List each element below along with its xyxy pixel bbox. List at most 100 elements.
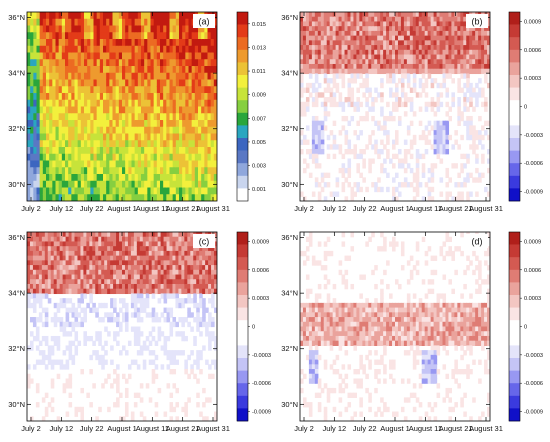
colorbar-label-d-2: 0.0003 xyxy=(524,296,541,302)
colorbar-segment-d-11 xyxy=(509,370,520,384)
colorbar-segment-d-5 xyxy=(509,295,520,308)
colorbar-label-d-3: 0 xyxy=(524,325,527,331)
x-tick-label-b-0: July 2 xyxy=(294,204,314,213)
x-tick-label-c-5: August 21 xyxy=(166,424,200,433)
colorbar-segment-c-12 xyxy=(237,383,248,397)
colorbar-segment-d-1 xyxy=(509,244,520,258)
colorbar-segment-d-9 xyxy=(509,345,520,359)
colorbar-segment-c-1 xyxy=(237,244,248,258)
colorbar-label-a-4: 0.007 xyxy=(252,116,266,122)
x-tick-label-d-4: August 11 xyxy=(409,424,442,433)
x-tick-label-a-3: August 1 xyxy=(107,204,137,213)
colorbar-segment-b-11 xyxy=(509,150,520,164)
colorbar-segment-b-2 xyxy=(509,37,520,51)
colorbar-segment-a-12 xyxy=(237,163,248,177)
colorbar-label-a-2: 0.011 xyxy=(252,69,266,75)
y-tick-label-a-1: 32°N xyxy=(8,124,25,133)
y-tick-label-d-0: 30°N xyxy=(281,400,298,409)
colorbar-segment-c-11 xyxy=(237,370,248,384)
y-tick-label-a-2: 34°N xyxy=(8,69,25,78)
colorbar-segment-b-12 xyxy=(509,163,520,177)
x-tick-label-a-0: July 2 xyxy=(21,204,41,213)
colorbar-segment-a-13 xyxy=(237,175,248,189)
x-tick-label-d-1: July 12 xyxy=(322,424,346,433)
x-tick-label-a-2: July 22 xyxy=(80,204,104,213)
colorbar-segment-d-8 xyxy=(509,332,520,346)
x-tick-label-c-3: August 1 xyxy=(107,424,137,433)
colorbar-segment-b-0 xyxy=(509,12,520,25)
colorbar-a: 0.015 0.013 0.011 0.009 0.007 0.005 0.003 0.001 xyxy=(236,11,266,202)
colorbar-segment-b-3 xyxy=(509,49,520,63)
colorbar-b: 0.0009 0.0006 0.0003 0 -0.0003 -0.0006 -0.0009 xyxy=(508,11,543,202)
colorbar-segment-a-14 xyxy=(237,188,248,202)
colorbar-label-a-6: 0.003 xyxy=(252,164,266,170)
panel-label-box-d xyxy=(466,234,488,248)
colorbar-segment-c-9 xyxy=(237,345,248,359)
colorbar-label-a-7: 0.001 xyxy=(252,187,266,193)
panel-label-box-c xyxy=(193,234,215,248)
panel-label-box-b xyxy=(466,14,488,28)
y-tick-label-c-1: 32°N xyxy=(8,344,25,353)
colorbar-segment-c-10 xyxy=(237,358,248,371)
colorbar-segment-d-14 xyxy=(509,408,520,422)
colorbar-c: 0.0009 0.0006 0.0003 0 -0.0003 -0.0006 -0.0009 xyxy=(236,231,271,422)
colorbar-label-c-0: 0.0009 xyxy=(252,239,269,245)
colorbar-label-c-6: -0.0009 xyxy=(252,410,271,416)
colorbar-segment-a-2 xyxy=(237,37,248,51)
colorbar-label-d-6: -0.0009 xyxy=(524,410,543,416)
colorbar-segment-b-4 xyxy=(509,62,520,76)
colorbar-segment-b-1 xyxy=(509,24,520,38)
colorbar-segment-a-8 xyxy=(237,112,248,126)
colorbar-label-a-0: 0.015 xyxy=(252,22,266,28)
y-tick-label-a-3: 36°N xyxy=(8,13,25,22)
colorbar-segment-c-4 xyxy=(237,282,248,296)
colorbar-label-b-0: 0.0009 xyxy=(524,19,541,25)
colorbar-segment-a-11 xyxy=(237,150,248,164)
heatmap-field-c xyxy=(27,232,217,421)
x-tick-label-b-5: August 21 xyxy=(439,204,473,213)
colorbar-segment-d-2 xyxy=(509,257,520,271)
colorbar-segment-a-9 xyxy=(237,125,248,139)
y-tick-label-b-0: 30°N xyxy=(281,180,298,189)
colorbar-label-b-5: -0.0006 xyxy=(524,161,543,167)
colorbar-segment-c-14 xyxy=(237,408,248,422)
colorbar-segment-b-6 xyxy=(509,87,520,101)
colorbar-segment-b-7 xyxy=(509,100,520,114)
colorbar-segment-d-10 xyxy=(509,358,520,371)
panel-label-c: (c) xyxy=(199,237,210,247)
x-tick-label-d-3: August 1 xyxy=(380,424,410,433)
colorbar-label-b-4: -0.0003 xyxy=(524,133,543,139)
colorbar-segment-b-13 xyxy=(509,175,520,189)
colorbar-label-a-5: 0.005 xyxy=(252,140,266,146)
colorbar-segment-b-10 xyxy=(509,138,520,151)
colorbar-label-c-5: -0.0006 xyxy=(252,381,271,387)
colorbar-segment-c-6 xyxy=(237,307,248,321)
colorbar-label-c-3: 0 xyxy=(252,325,255,331)
colorbar-segment-d-4 xyxy=(509,282,520,296)
colorbar-segment-c-13 xyxy=(237,395,248,409)
y-tick-label-b-2: 34°N xyxy=(281,69,298,78)
colorbar-segment-a-1 xyxy=(237,24,248,38)
y-tick-label-c-0: 30°N xyxy=(8,400,25,409)
y-tick-label-d-2: 34°N xyxy=(281,289,298,298)
panel-label-b: (b) xyxy=(472,17,483,27)
heatmap-field-d xyxy=(300,232,490,421)
colorbar-label-b-2: 0.0003 xyxy=(524,76,541,82)
y-tick-label-d-3: 36°N xyxy=(281,233,298,242)
y-tick-label-c-3: 36°N xyxy=(8,233,25,242)
x-tick-label-d-6: August 31 xyxy=(469,424,503,433)
colorbar-segment-d-12 xyxy=(509,383,520,397)
x-tick-label-a-6: August 31 xyxy=(196,204,230,213)
panel-label-d: (d) xyxy=(472,237,483,247)
colorbar-label-c-4: -0.0003 xyxy=(252,353,271,359)
colorbar-segment-a-0 xyxy=(237,12,248,25)
y-tick-label-d-1: 32°N xyxy=(281,344,298,353)
panel-label-box-a xyxy=(193,14,215,28)
colorbar-segment-d-6 xyxy=(509,307,520,321)
x-tick-label-c-6: August 31 xyxy=(196,424,230,433)
colorbar-segment-c-7 xyxy=(237,320,248,334)
x-tick-label-d-2: July 22 xyxy=(353,424,377,433)
heatmap-field-b xyxy=(300,12,490,201)
